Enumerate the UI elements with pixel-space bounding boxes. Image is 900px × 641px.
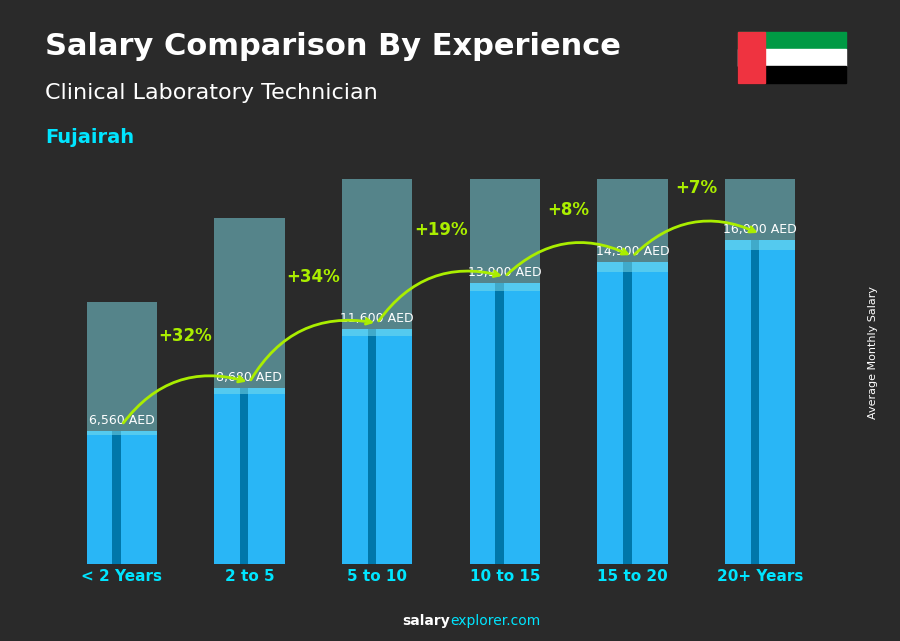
Bar — [738, 66, 846, 83]
Text: Average Monthly Salary: Average Monthly Salary — [868, 286, 878, 419]
Text: Salary Comparison By Experience: Salary Comparison By Experience — [45, 32, 621, 61]
Text: salary: salary — [402, 614, 450, 628]
Bar — [342, 101, 412, 337]
Text: +8%: +8% — [548, 201, 590, 219]
Text: +34%: +34% — [286, 268, 340, 286]
Bar — [342, 329, 412, 564]
Bar — [214, 218, 284, 394]
Bar — [738, 49, 846, 66]
Bar — [738, 32, 846, 49]
Bar — [86, 431, 157, 564]
Text: Fujairah: Fujairah — [45, 128, 134, 147]
Text: +7%: +7% — [675, 179, 717, 197]
Bar — [240, 388, 248, 564]
Bar — [751, 240, 760, 564]
Bar — [86, 303, 157, 435]
Text: Clinical Laboratory Technician: Clinical Laboratory Technician — [45, 83, 378, 103]
Bar — [725, 0, 796, 250]
Text: 6,560 AED: 6,560 AED — [89, 414, 155, 428]
Text: explorer.com: explorer.com — [450, 614, 540, 628]
Text: 16,000 AED: 16,000 AED — [724, 223, 797, 236]
Text: 14,900 AED: 14,900 AED — [596, 246, 670, 258]
Text: +32%: +32% — [158, 327, 212, 345]
Bar — [623, 262, 632, 564]
Text: +19%: +19% — [414, 221, 468, 240]
Bar — [214, 388, 284, 564]
Text: 11,600 AED: 11,600 AED — [340, 312, 414, 325]
Bar — [470, 10, 540, 291]
Bar — [598, 0, 668, 272]
Bar — [725, 240, 796, 564]
Bar — [598, 262, 668, 564]
Bar — [495, 283, 504, 564]
Text: 8,680 AED: 8,680 AED — [216, 371, 283, 385]
Text: 13,900 AED: 13,900 AED — [468, 265, 542, 279]
Bar — [367, 329, 376, 564]
Bar — [112, 431, 121, 564]
Bar — [738, 32, 765, 83]
Bar — [470, 283, 540, 564]
